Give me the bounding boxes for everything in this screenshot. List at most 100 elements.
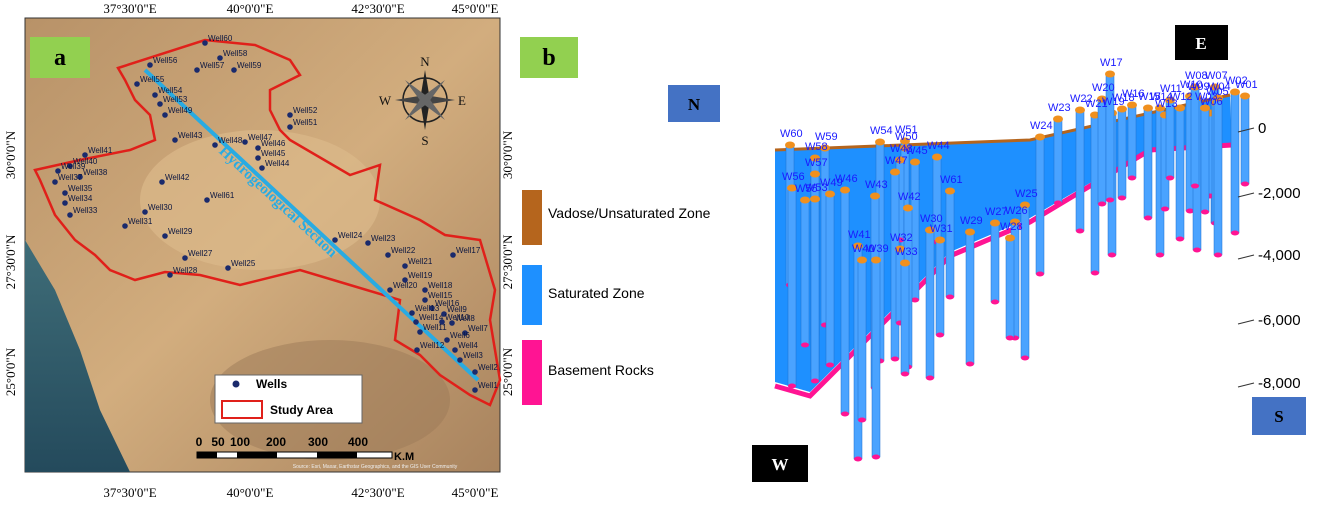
well-point: [162, 112, 168, 118]
lon-label: 37°30'0"E: [103, 485, 156, 500]
well-label: Well55: [140, 75, 165, 84]
well-cylinder: [841, 190, 849, 414]
well-cylinder: [1231, 92, 1239, 233]
legend-swatch: [522, 340, 542, 405]
well-label: Well19: [408, 271, 433, 280]
well-cylinder: [1241, 96, 1249, 184]
well-base: [991, 300, 999, 305]
well-cylinder: [826, 194, 834, 365]
legend-label: Vadose/Unsaturated Zone: [548, 205, 711, 221]
compass-letter: N: [420, 54, 430, 69]
well-base: [872, 455, 880, 460]
well-point: [225, 265, 231, 271]
depth-tick: [1238, 193, 1254, 197]
well-base: [1054, 201, 1062, 206]
well-label: Well57: [200, 61, 225, 70]
compass-letter: E: [458, 93, 466, 108]
compass-letter: S: [421, 133, 428, 148]
well-point: [255, 155, 261, 161]
panel-a: Hydrogeological Section a N S W E Wells …: [3, 1, 515, 500]
well-label: W56: [782, 171, 805, 183]
well-point: [231, 67, 237, 73]
depth-label: -8,000: [1258, 375, 1301, 392]
well-label: Well41: [88, 146, 113, 155]
well-base: [1098, 202, 1106, 207]
legend-swatch: [522, 265, 542, 325]
legend-label: Wells: [256, 377, 287, 391]
well-label: Well13: [415, 304, 440, 313]
well-point: [52, 179, 58, 185]
depth-label: -2,000: [1258, 185, 1301, 202]
lat-label: 25°0'0"N: [500, 347, 515, 396]
well-label: Well12: [420, 341, 445, 350]
panel-label: a: [54, 45, 66, 71]
well-point: [472, 387, 478, 393]
well-base: [1106, 198, 1114, 203]
scale-label: 200: [266, 435, 286, 449]
panel-label: b: [542, 45, 555, 71]
well-point: [259, 165, 265, 171]
well-base: [1161, 207, 1169, 212]
well-base: [854, 457, 862, 462]
well-label: Well4: [458, 341, 478, 350]
lat-label: 27°30'0"N: [3, 234, 18, 289]
scale-bar-segment: [197, 452, 217, 458]
well-cap: [810, 171, 820, 178]
well-point: [457, 357, 463, 363]
well-base: [1201, 210, 1209, 215]
well-label: Well42: [165, 173, 190, 182]
well-base: [1144, 216, 1152, 221]
well-label: W03: [1195, 91, 1218, 103]
well-cap: [1035, 134, 1045, 141]
well-label: Well25: [231, 259, 256, 268]
well-base: [801, 343, 809, 348]
depth-label: -6,000: [1258, 312, 1301, 329]
well-cylinder: [872, 260, 880, 457]
well-base: [936, 333, 944, 338]
lon-label: 40°0'0"E: [227, 485, 274, 500]
well-point: [62, 190, 68, 196]
well-label: Well18: [428, 281, 453, 290]
scale-bar-segment: [237, 452, 277, 458]
well-cylinder: [936, 240, 944, 335]
figure: Hydrogeological Section a N S W E Wells …: [0, 0, 1317, 507]
well-label: W61: [940, 174, 963, 186]
well-base: [1118, 196, 1126, 201]
well-cylinder: [1054, 119, 1062, 203]
scale-label: 50: [211, 435, 225, 449]
well-base: [788, 384, 796, 389]
well-label: W57: [805, 157, 828, 169]
legend-label: Saturated Zone: [548, 285, 645, 301]
well-cap: [875, 139, 885, 146]
well-label: W24: [1030, 120, 1053, 132]
well-cylinder: [926, 230, 934, 378]
well-point: [182, 255, 188, 261]
well-cylinder: [1214, 98, 1222, 255]
well-cylinder: [966, 232, 974, 364]
well-point: [167, 272, 173, 278]
well-label: Well43: [178, 131, 203, 140]
well-base: [1006, 336, 1014, 341]
well-label: Well56: [153, 56, 178, 65]
well-label: Well49: [168, 106, 193, 115]
well-point: [212, 142, 218, 148]
well-label: W43: [865, 179, 888, 191]
well-base: [811, 379, 819, 384]
well-cylinder: [788, 188, 796, 386]
well-label: W33: [895, 246, 918, 258]
well-cylinder: [801, 200, 809, 345]
well-point: [413, 319, 419, 325]
well-cylinders: [785, 71, 1250, 462]
well-label: Well35: [68, 184, 93, 193]
well-label: W49: [820, 177, 843, 189]
well-cylinder: [1006, 238, 1014, 338]
well-cylinder: [1036, 137, 1044, 274]
well-label: Well22: [391, 246, 416, 255]
well-label: Well48: [218, 136, 243, 145]
well-cap: [785, 142, 795, 149]
well-label: W31: [930, 223, 953, 235]
well-base: [1156, 253, 1164, 258]
well-point: [134, 81, 140, 87]
well-cap: [903, 205, 913, 212]
well-point: [152, 92, 158, 98]
